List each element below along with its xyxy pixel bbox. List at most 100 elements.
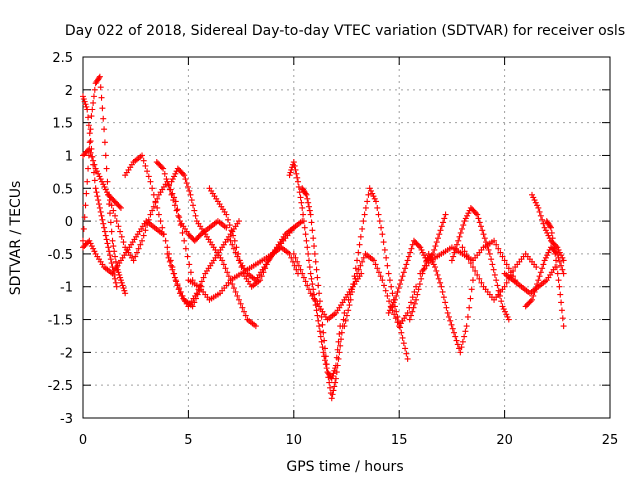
data-point [230,245,237,252]
data-point [234,292,241,299]
data-point [545,232,552,239]
data-point [90,93,97,100]
data-point [306,264,313,271]
data-point [390,299,397,306]
data-point [361,211,368,218]
data-point [379,277,386,284]
data-point [499,253,506,260]
data-point [540,261,547,268]
data-point [409,308,416,315]
data-point [226,222,233,229]
data-point [551,245,558,252]
data-point [86,237,93,244]
data-point [316,290,323,297]
data-point [461,333,468,340]
data-point [448,321,455,328]
data-point [171,274,178,281]
series-arc-5 [105,178,196,284]
data-point [292,166,299,173]
data-point [350,281,357,288]
data-point [552,250,559,257]
data-point [400,269,407,276]
data-point [183,180,190,187]
data-point [182,245,189,252]
data-point [556,258,563,265]
data-point [188,197,195,204]
data-point [303,191,310,198]
data-point [187,269,194,276]
data-point [430,261,437,268]
data-point [191,207,198,214]
data-point [160,231,167,238]
data-point [400,340,407,347]
data-point [331,383,338,390]
data-point [80,96,87,103]
x-tick-label: 0 [79,433,87,448]
data-point [132,253,139,260]
data-point [106,252,113,259]
data-point [360,218,367,225]
data-point [80,93,86,100]
data-point [408,245,415,252]
data-point [558,307,565,314]
data-point [394,288,401,295]
data-point [84,178,91,185]
data-point [352,265,359,272]
data-point [115,223,122,230]
data-point [388,304,395,311]
data-point [166,186,173,193]
data-point [454,341,461,348]
axis-ticks: 2.5 2 1.5 1 0.5 0 -0.5 -1 -1.5 -2 -2.5 -3 0 5 10 15 20 25 [48,51,619,448]
data-point [341,323,348,330]
data-point [316,323,323,330]
series-arc-26 [501,264,559,297]
data-point [158,164,165,171]
data-point [457,349,464,356]
data-point [300,274,307,281]
data-point [467,295,474,302]
data-point [144,168,151,175]
data-point [232,249,239,256]
data-point [459,338,466,345]
data-point [147,178,154,185]
data-point [119,282,126,289]
data-point [106,197,113,204]
data-point [356,241,363,248]
data-point [101,183,108,190]
data-point [314,312,321,319]
data-point [175,286,182,293]
data-point [419,249,426,256]
data-point [418,246,425,253]
data-point [311,250,318,257]
data-point [168,262,175,269]
data-point [152,198,159,205]
data-markers [80,73,567,402]
data-point [118,233,125,240]
data-point [367,187,374,194]
data-point [98,212,105,219]
data-point [347,291,354,298]
data-point [460,222,467,229]
data-point [385,309,392,316]
chart-title: Day 022 of 2018, Sidereal Day-to-day VTE… [65,23,625,39]
data-point [162,237,169,244]
series-arc-18 [385,211,449,316]
data-point [359,258,366,265]
data-point [104,240,111,247]
data-point [439,288,446,295]
data-point [501,257,508,264]
data-point [252,323,259,330]
data-point [469,277,476,284]
data-point [490,266,497,273]
data-point [168,178,175,185]
data-point [307,270,314,277]
data-point [232,288,239,295]
data-point [545,249,552,256]
data-point [169,190,176,197]
data-point [193,290,200,297]
data-point [303,237,310,244]
data-point [145,173,152,180]
data-point [547,224,554,231]
data-point [554,270,561,277]
data-point [157,218,164,225]
